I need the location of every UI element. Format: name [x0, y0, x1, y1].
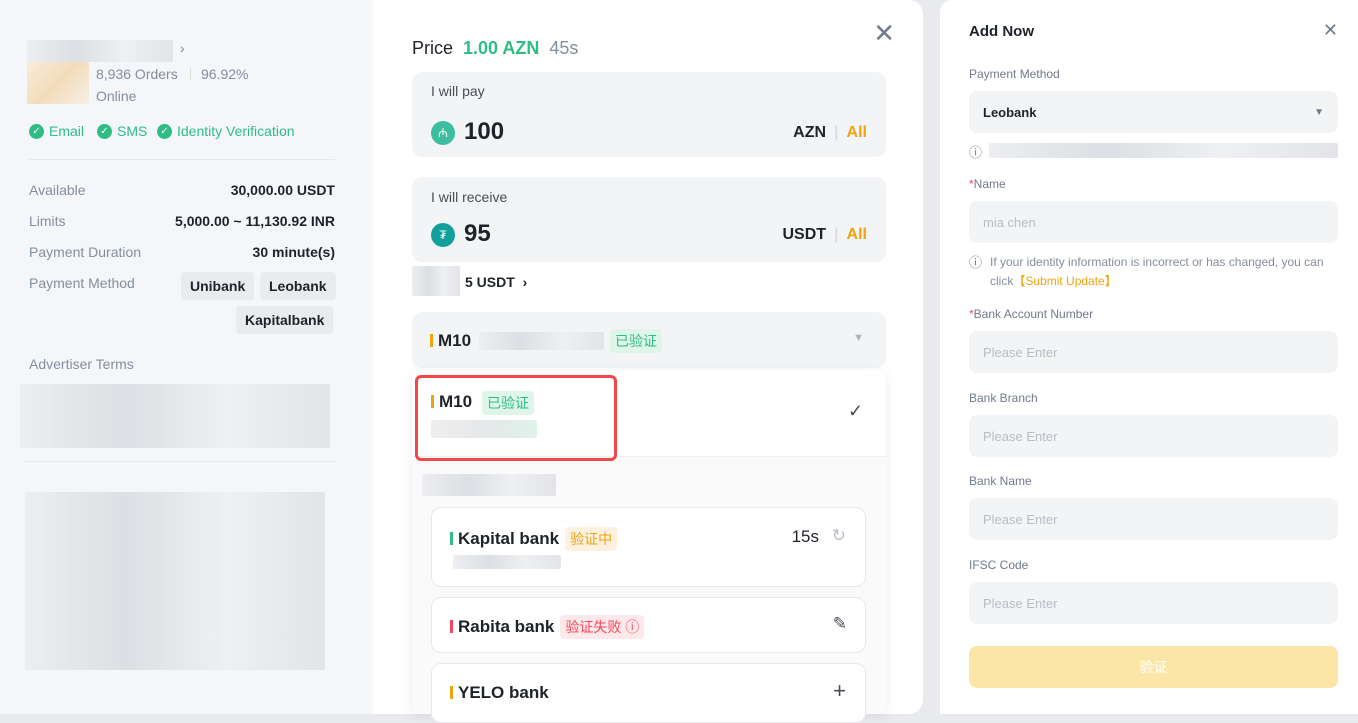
info-icon: ⓘ: [969, 255, 983, 270]
verifying-badge: 验证中: [565, 527, 618, 551]
name-field[interactable]: mia chen: [969, 201, 1338, 243]
advertiser-terms-label: Advertiser Terms: [29, 356, 134, 372]
content-blurred: [25, 492, 325, 670]
advertiser-panel: › 8,936 Orders 96.92% Online ✓ Email ✓ SMS…: [0, 0, 373, 714]
bank-branch-input[interactable]: Please Enter: [969, 415, 1338, 457]
payment-chip-leobank: Leobank: [260, 272, 336, 300]
completion-rate: 96.92%: [201, 66, 249, 82]
receive-amount-input[interactable]: 95: [464, 220, 491, 247]
divider: [29, 159, 335, 160]
help-circle-icon[interactable]: ⓘ: [625, 619, 640, 635]
advertiser-name-blurred: [27, 40, 173, 62]
sms-verified: ✓ SMS: [97, 123, 147, 139]
bank-branch-label: Bank Branch: [969, 391, 1038, 405]
method-option-yelo-bank[interactable]: YELO bank +: [431, 663, 866, 723]
dropdown-caret-icon: ▼: [853, 332, 864, 344]
bank-name-label: Bank Name: [969, 474, 1032, 488]
identity-note: If your identity information is incorrec…: [990, 255, 1324, 288]
verify-submit-button[interactable]: 验证: [969, 646, 1338, 688]
bank-account-label: *Bank Account Number: [969, 307, 1094, 321]
payment-chip-unibank: Unibank: [181, 272, 255, 300]
available-row: Available 30,000.00 USDT: [29, 182, 335, 198]
payment-method-select[interactable]: Leobank ▼: [969, 91, 1338, 133]
avatar: [27, 62, 89, 104]
identity-verified: ✓ Identity Verification: [157, 123, 295, 139]
close-icon[interactable]: ✕: [1322, 20, 1338, 40]
method-option-rabita-bank[interactable]: Rabita bank 验证失败 ⓘ ✎: [431, 597, 866, 653]
pay-amount-box[interactable]: I will pay ₼ 100 AZN | All: [412, 72, 886, 157]
online-status: Online: [96, 88, 137, 104]
pay-all-button[interactable]: All: [846, 124, 867, 141]
bank-name-input[interactable]: Please Enter: [969, 498, 1338, 540]
form-title: Add Now: [969, 23, 1034, 40]
dropdown-caret-icon: ▼: [1314, 106, 1324, 118]
ifsc-label: IFSC Code: [969, 558, 1029, 572]
payment-duration-row: Payment Duration 30 minute(s): [29, 244, 335, 260]
receive-amount-box[interactable]: I will receive ₮ 95 USDT | All: [412, 177, 886, 262]
failed-badge: 验证失败: [565, 619, 622, 635]
checkmark-icon: ✓: [848, 401, 864, 421]
check-circle-icon: ✓: [29, 123, 44, 139]
check-circle-icon: ✓: [97, 123, 112, 139]
limits-row: Limits 5,000.00 ~ 11,130.92 INR: [29, 213, 335, 229]
terms-blurred: [20, 384, 330, 448]
payment-chip-kapitalbank: Kapitalbank: [236, 306, 334, 334]
chevron-right-icon[interactable]: ›: [180, 40, 185, 56]
fee-link[interactable]: 5 USDT ›: [465, 274, 528, 290]
check-circle-icon: ✓: [157, 123, 172, 139]
close-icon[interactable]: ✕: [873, 18, 895, 48]
info-icon: ⓘ: [969, 145, 983, 160]
name-label: *Name: [969, 177, 1006, 191]
price-line: Price 1.00 AZN 45s: [412, 38, 579, 58]
highlighted-option[interactable]: M10 已验证: [415, 375, 617, 461]
receive-all-button[interactable]: All: [846, 226, 867, 243]
verified-badge: 已验证: [482, 391, 534, 415]
verify-timer: 15s: [791, 527, 819, 546]
email-verified: ✓ Email: [29, 123, 84, 139]
pay-amount-input[interactable]: 100: [464, 118, 505, 145]
payment-method-label: Payment Method: [29, 275, 135, 291]
price-countdown: 45s: [549, 38, 579, 58]
bank-account-input[interactable]: Please Enter: [969, 331, 1338, 373]
verified-badge: 已验证: [610, 329, 662, 353]
edit-icon[interactable]: ✎: [832, 614, 847, 633]
submit-update-link[interactable]: 【Submit Update】: [1013, 274, 1117, 288]
ifsc-input[interactable]: Please Enter: [969, 582, 1338, 624]
add-icon[interactable]: +: [833, 678, 846, 703]
payment-method-select[interactable]: M10 已验证 ▼: [412, 312, 886, 368]
method-option-kapital-bank[interactable]: Kapital bank 验证中 15s ↻: [431, 507, 866, 587]
refresh-icon[interactable]: ↻: [831, 526, 846, 545]
payment-method-label: Payment Method: [969, 67, 1060, 81]
order-count: 8,936 Orders: [96, 66, 178, 82]
usdt-currency-icon: ₮: [431, 223, 455, 247]
price-value: 1.00 AZN: [463, 38, 540, 58]
azn-currency-icon: ₼: [431, 121, 455, 145]
